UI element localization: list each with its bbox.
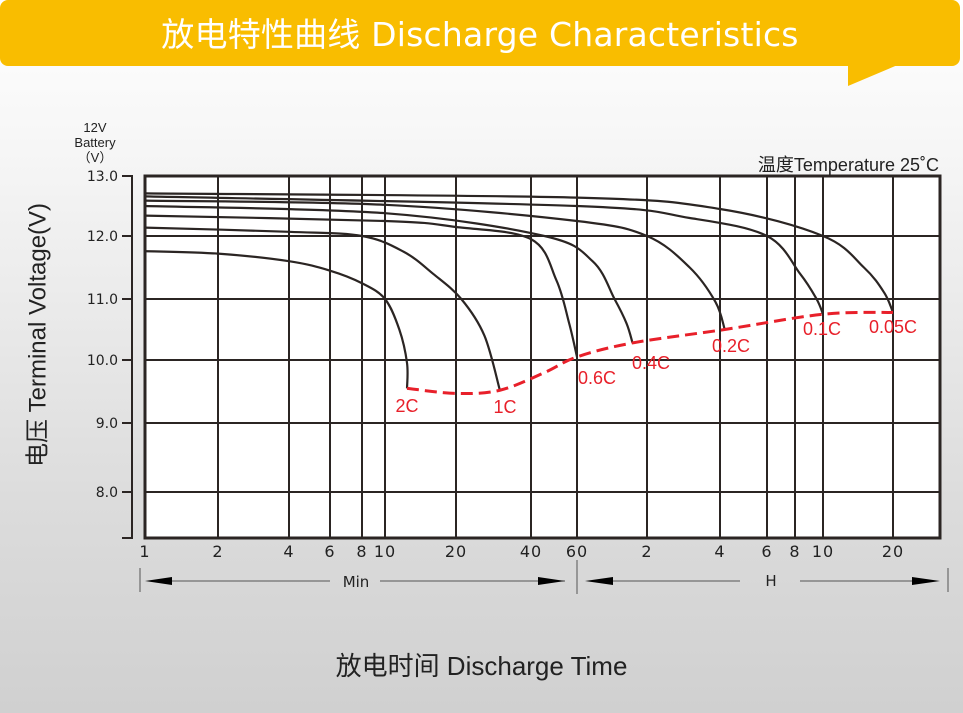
discharge-curve-0_1C xyxy=(144,195,825,315)
title-banner: 放电特性曲线 Discharge Characteristics xyxy=(0,0,960,66)
arrow-left-icon xyxy=(585,577,613,585)
minutes-range-label: Min xyxy=(343,573,370,591)
series-label: 0.4C xyxy=(632,353,670,373)
discharge-curve-1C xyxy=(144,226,501,391)
arrow-right-icon xyxy=(538,577,565,585)
arrow-right-icon xyxy=(912,577,940,585)
y-unit-line-1: 12V xyxy=(83,120,107,135)
y-unit-label: 12V Battery （V） xyxy=(60,120,130,165)
x-tick-label: 60 xyxy=(566,542,588,561)
series-label: 1C xyxy=(493,397,516,417)
y-tick-label: 11.0 xyxy=(87,292,118,308)
x-tick-label: 2 xyxy=(641,542,652,561)
y-unit-line-2: Battery xyxy=(74,135,116,150)
discharge-curve-2C xyxy=(144,250,409,389)
x-tick-label: 1 xyxy=(139,542,150,561)
y-tick-label: 8.0 xyxy=(96,485,118,501)
hours-range-label: H xyxy=(765,572,776,590)
y-tick-label: 9.0 xyxy=(96,416,118,432)
series-label: 0.1C xyxy=(803,319,841,339)
series-label: 0.6C xyxy=(578,368,616,388)
x-tick-label: 4 xyxy=(714,542,725,561)
x-tick-label: 8 xyxy=(789,542,800,561)
discharge-curve-0_4C xyxy=(144,204,634,344)
y-axis-line xyxy=(122,175,133,539)
x-tick-label: 20 xyxy=(445,542,467,561)
x-tick-label: 2 xyxy=(212,542,223,561)
cutoff-voltage-line xyxy=(406,310,894,396)
x-tick-label: 8 xyxy=(356,542,367,561)
discharge-curve-0_6C xyxy=(144,214,579,358)
y-tick-label: 10.0 xyxy=(87,353,118,369)
y-tick-label: 13.0 xyxy=(87,169,118,185)
x-tick-label: 10 xyxy=(812,542,834,561)
discharge-curve-0_2C xyxy=(144,199,726,330)
discharge-curve-0_05C xyxy=(144,192,895,313)
y-unit-line-3: （V） xyxy=(77,150,113,165)
x-tick-label: 4 xyxy=(283,542,294,561)
chart-title: 放电特性曲线 Discharge Characteristics xyxy=(161,15,799,54)
banner-tail xyxy=(848,64,900,86)
x-tick-label: 6 xyxy=(761,542,772,561)
series-label: 0.2C xyxy=(712,336,750,356)
x-tick-label: 40 xyxy=(520,542,542,561)
x-tick-label: 20 xyxy=(882,542,904,561)
arrow-left-icon xyxy=(145,577,172,585)
y-tick-label: 12.0 xyxy=(87,229,118,245)
series-label: 2C xyxy=(395,396,418,416)
x-tick-label: 10 xyxy=(374,542,396,561)
series-label: 0.05C xyxy=(869,317,917,337)
x-axis-title: 放电时间 Discharge Time xyxy=(335,651,628,681)
temperature-annotation: 温度Temperature 25˚C xyxy=(757,155,939,175)
x-tick-label: 6 xyxy=(324,542,335,561)
